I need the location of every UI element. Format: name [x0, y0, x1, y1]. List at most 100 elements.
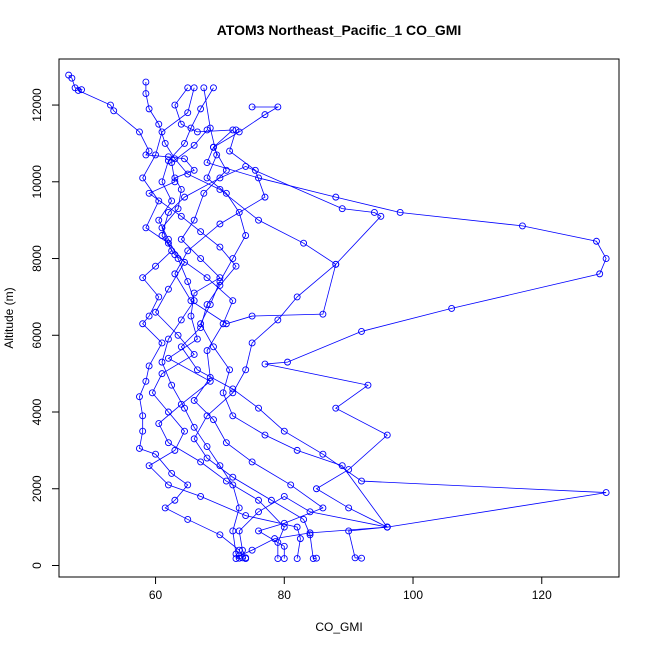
data-point: [142, 224, 150, 232]
data-point: [306, 529, 314, 537]
data-point: [155, 420, 163, 427]
y-axis-label: Altitude (m): [2, 287, 16, 348]
series-line: [161, 129, 382, 559]
data-point: [155, 197, 163, 205]
data-point: [152, 151, 160, 159]
data-point: [139, 427, 147, 435]
data-point: [383, 523, 391, 531]
data-point: [248, 312, 256, 320]
data-point: [319, 504, 327, 512]
data-point: [197, 324, 205, 332]
data-point: [164, 408, 172, 416]
data-point: [203, 443, 211, 450]
data-point: [235, 209, 243, 216]
data-point: [187, 312, 195, 320]
data-point: [174, 205, 182, 213]
data-point: [190, 84, 198, 92]
data-point: [190, 289, 198, 297]
data-point: [206, 124, 214, 132]
data-point: [168, 197, 176, 205]
data-point: [210, 416, 217, 424]
data-point: [293, 293, 301, 301]
data-point: [136, 445, 143, 452]
data-point: [232, 555, 240, 563]
data-point: [383, 431, 391, 439]
data-point: [158, 128, 166, 136]
x-tick-label: 100: [403, 588, 423, 602]
data-point: [210, 343, 217, 351]
data-point: [345, 504, 353, 512]
data-point: [78, 86, 85, 94]
data-point: [200, 84, 208, 92]
data-point: [197, 458, 205, 466]
data-point: [148, 389, 156, 397]
data-point: [155, 293, 163, 301]
data-point: [168, 469, 176, 477]
data-point: [145, 105, 153, 113]
data-point: [238, 546, 246, 554]
data-point: [181, 404, 188, 412]
data-point: [255, 404, 262, 412]
data-point: [332, 193, 340, 201]
data-point: [174, 331, 182, 339]
y-tick-label: 4000: [30, 398, 44, 425]
data-point: [293, 555, 301, 563]
data-point: [255, 174, 262, 182]
data-point: [216, 220, 224, 228]
data-point: [332, 260, 340, 268]
data-point: [222, 166, 230, 174]
data-point: [164, 439, 172, 447]
data-point: [177, 316, 185, 324]
data-point: [193, 366, 201, 374]
data-point: [181, 155, 188, 163]
data-point: [255, 216, 262, 224]
data-point: [280, 542, 288, 550]
data-point: [190, 216, 198, 224]
data-point: [280, 492, 288, 500]
data-point: [229, 481, 237, 489]
x-tick-label: 80: [278, 588, 292, 602]
data-point: [345, 527, 353, 535]
data-point: [232, 262, 240, 270]
data-point: [206, 301, 214, 309]
series-9: [155, 84, 243, 562]
series-3: [171, 84, 610, 562]
data-point: [184, 481, 192, 489]
data-point: [190, 351, 198, 358]
series-line: [145, 82, 337, 560]
data-point: [255, 496, 262, 504]
data-point: [181, 139, 188, 147]
data-point: [284, 358, 291, 366]
data-point: [235, 504, 243, 512]
data-point: [110, 107, 118, 115]
data-point: [396, 209, 404, 216]
data-point: [139, 320, 147, 328]
data-point: [203, 347, 211, 355]
x-axis: 60 80 100 120: [149, 576, 552, 602]
data-point: [216, 462, 224, 470]
data-point: [190, 297, 198, 305]
data-point: [377, 212, 385, 220]
plot-series: [65, 71, 610, 563]
data-point: [219, 389, 227, 397]
data-point: [602, 489, 610, 497]
data-point: [242, 162, 250, 170]
series-line: [68, 74, 246, 559]
data-point: [164, 153, 172, 161]
data-point: [174, 255, 182, 262]
data-point: [267, 496, 275, 504]
data-point: [358, 477, 365, 485]
series-2: [142, 78, 340, 563]
data-point: [158, 370, 166, 378]
data-point: [168, 381, 176, 389]
data-point: [164, 157, 172, 165]
data-point: [313, 485, 320, 493]
data-point: [139, 412, 147, 420]
y-axis: 0 2000 4000 6000 8000 10000 12000: [30, 88, 60, 569]
data-point: [229, 389, 237, 397]
data-point: [184, 247, 192, 255]
data-point: [145, 189, 153, 197]
data-point: [338, 205, 346, 213]
